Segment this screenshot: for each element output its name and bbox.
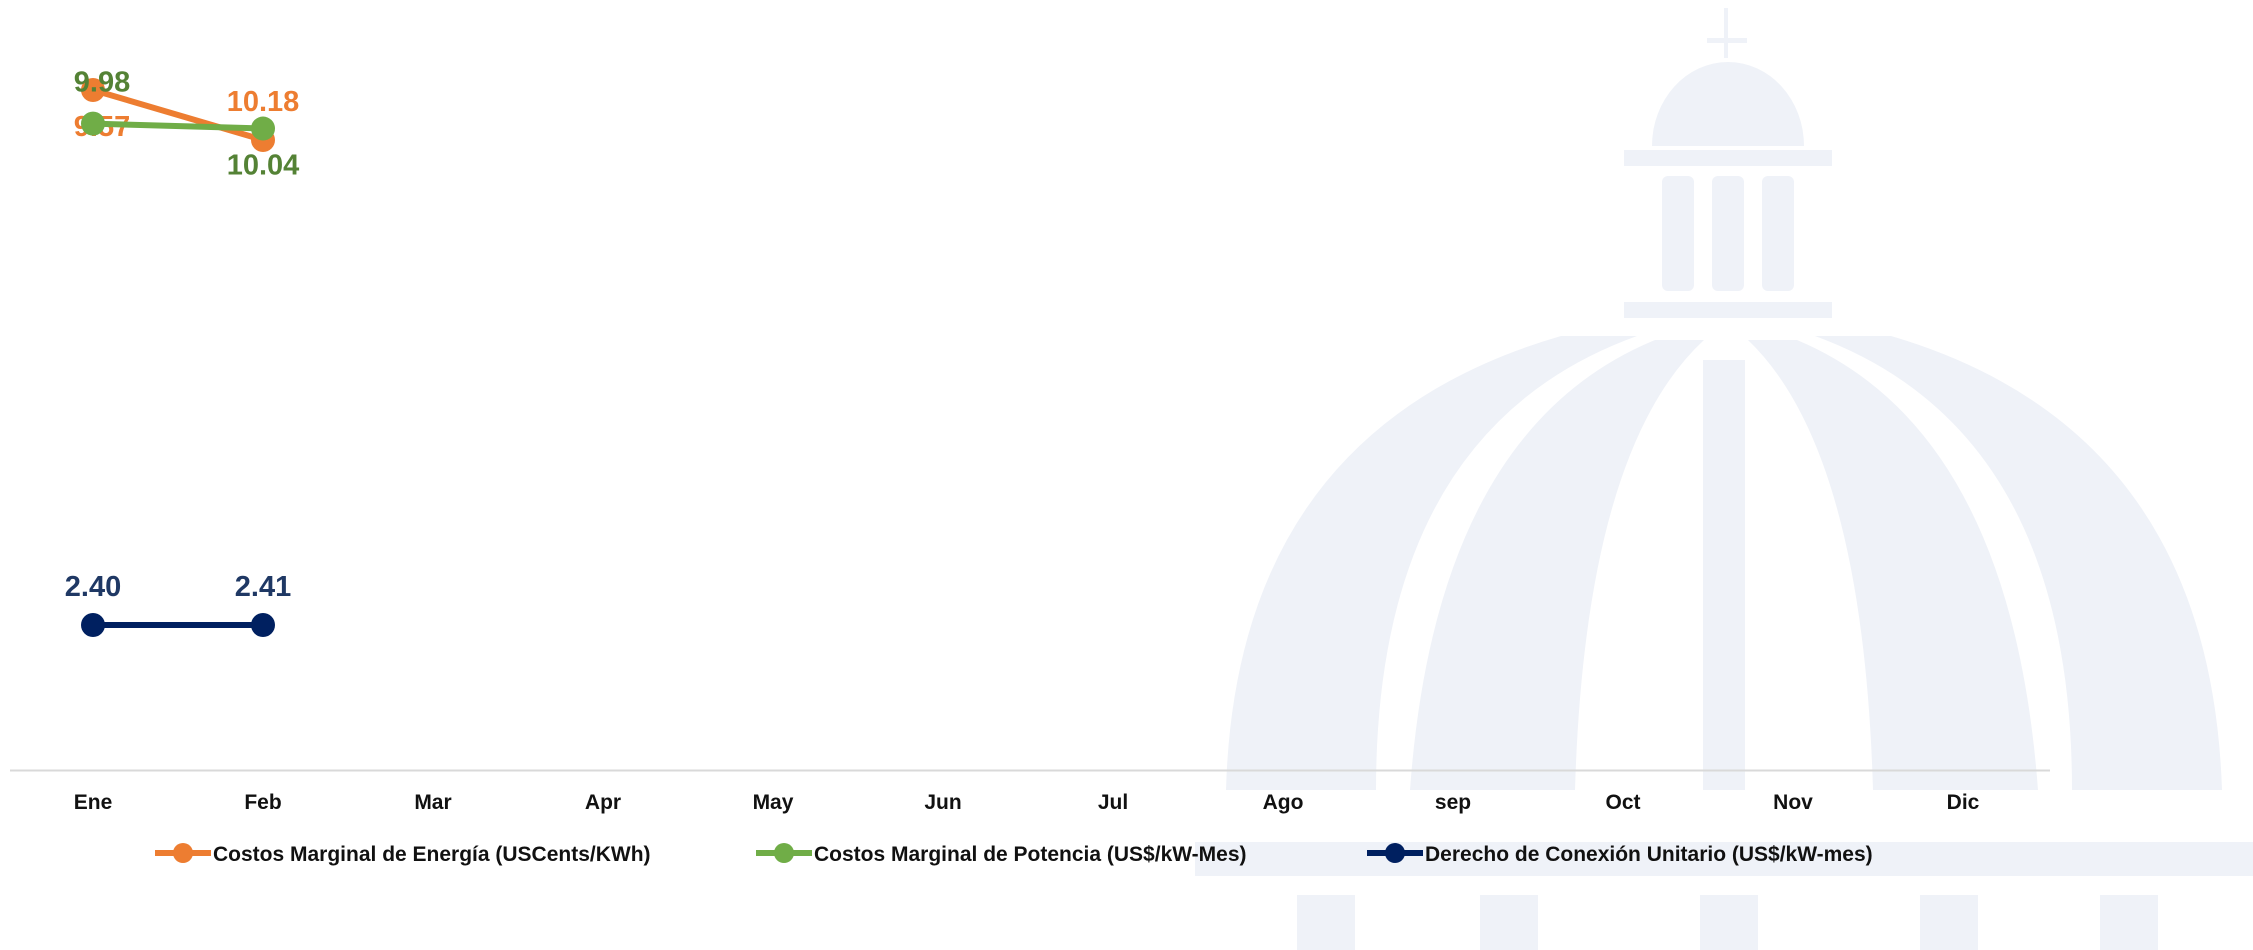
x-tick-label: Ago — [1263, 791, 1304, 814]
x-tick-label: Jul — [1098, 791, 1128, 814]
legend-item-2: Costos Marginal de Potencia (US$/kW-Mes) — [756, 843, 1247, 866]
data-label: 10.18 — [227, 86, 300, 118]
data-label: 2.40 — [65, 571, 121, 603]
series-1: 9.5710.18 — [74, 78, 300, 152]
legend-item-3: Derecho de Conexión Unitario (US$/kW-mes… — [1367, 843, 1873, 866]
x-tick-label: Apr — [585, 791, 621, 814]
building-dome-watermark — [1195, 8, 2253, 950]
x-tick-label: Ene — [74, 791, 113, 814]
x-axis-ticks: Ene Feb Mar Apr May Jun Jul Ago sep Oct Nov Dic — [74, 791, 1980, 814]
x-tick-label: May — [753, 791, 794, 814]
x-tick-label: Nov — [1773, 791, 1813, 814]
data-label: 2.41 — [235, 571, 291, 603]
x-tick-label: Mar — [414, 791, 451, 814]
data-point — [251, 116, 275, 141]
legend-swatch-marker — [1385, 843, 1405, 863]
legend-swatch-marker — [173, 843, 193, 863]
x-tick-label: Jun — [924, 791, 961, 814]
data-label: 10.04 — [227, 150, 300, 182]
data-label: 9.98 — [74, 67, 130, 99]
legend-item-1: Costos Marginal de Energía (USCents/KWh) — [155, 843, 651, 866]
series-2: 9.98 10.04 — [74, 67, 300, 182]
series-line — [92, 87, 264, 143]
series-layer: 2.40 2.41 9.5710.189.98 10.04 — [65, 67, 300, 637]
legend-swatch-marker — [774, 843, 794, 863]
data-point — [81, 613, 105, 637]
data-point — [81, 78, 105, 102]
series-line — [92, 120, 264, 132]
series-3: 2.40 2.41 — [65, 571, 291, 637]
legend-label: Costos Marginal de Energía (USCents/KWh) — [213, 843, 651, 866]
x-tick-label: Feb — [244, 791, 281, 814]
data-point — [81, 111, 105, 136]
legend: Costos Marginal de Energía (USCents/KWh)… — [155, 843, 1873, 866]
data-point — [251, 613, 275, 637]
x-tick-label: Dic — [1947, 791, 1980, 814]
x-tick-label: sep — [1435, 791, 1471, 814]
legend-label: Costos Marginal de Potencia (US$/kW-Mes) — [814, 843, 1247, 866]
x-tick-label: Oct — [1605, 791, 1640, 814]
legend-label: Derecho de Conexión Unitario (US$/kW-mes… — [1425, 843, 1873, 866]
